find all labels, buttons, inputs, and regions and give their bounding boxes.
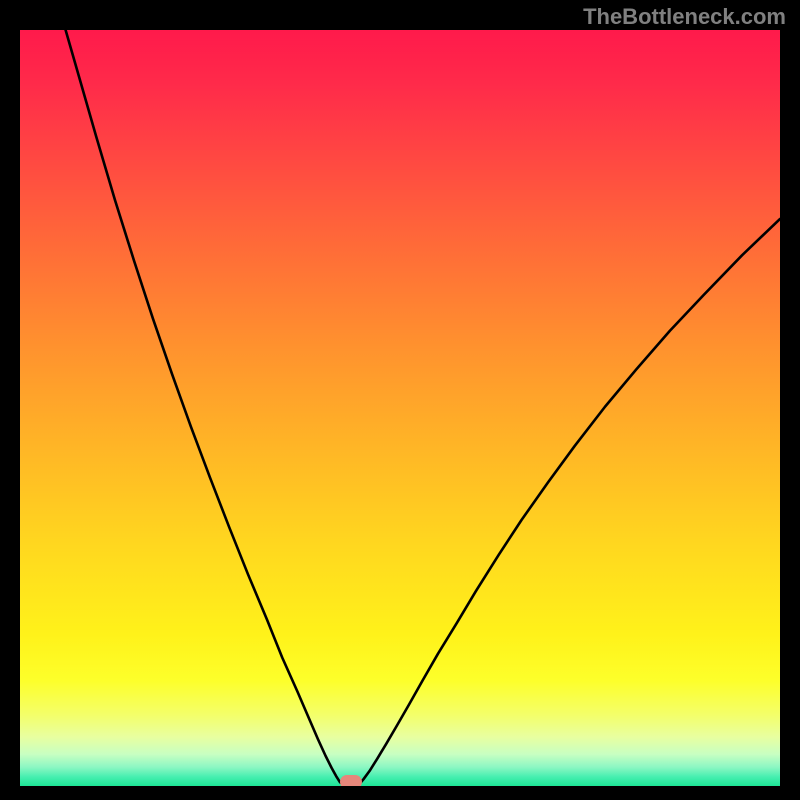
curve-left-branch: [66, 30, 343, 784]
plot-area: [20, 30, 780, 786]
minimum-marker: [340, 775, 362, 786]
watermark-text: TheBottleneck.com: [583, 4, 786, 30]
curve-right-branch: [359, 219, 780, 784]
curve-layer: [20, 30, 780, 786]
